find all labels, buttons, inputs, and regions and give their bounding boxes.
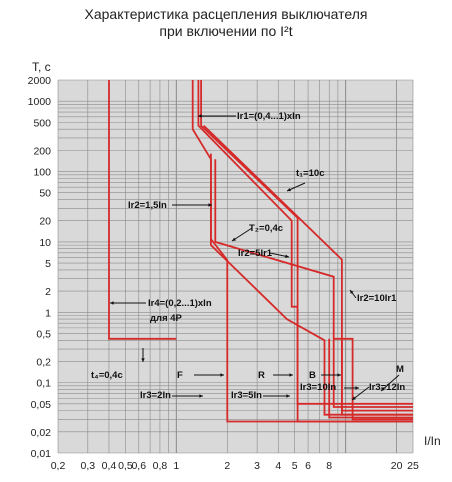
- x-tick-label: 0,8: [153, 460, 168, 472]
- annotation-label: Ir2=10Ir1: [357, 293, 397, 304]
- y-axis-label: T, с: [32, 60, 51, 74]
- arrow-head: [199, 394, 203, 398]
- curve-5: [209, 153, 413, 416]
- arrow-head: [220, 373, 224, 377]
- curve-10: [333, 337, 413, 421]
- annotation-label: Ir3=12In: [369, 382, 405, 393]
- tick-labels: 0,2 0,3 0,4 0,50,6 0,8 1 2 3 4 5 6 8 20 2520001000500…: [28, 75, 419, 472]
- x-tick-label: 3: [254, 460, 260, 472]
- y-tick-label: 100: [33, 167, 51, 179]
- annotation-label: Ir2=5Ir1: [238, 248, 273, 259]
- y-tick-label: 5: [45, 258, 51, 270]
- x-tick-label: 25: [407, 460, 419, 472]
- curve-7: [203, 124, 413, 412]
- grid: [57, 79, 414, 454]
- x-tick-label: 0,4: [102, 460, 117, 472]
- annotation-label: Ir1=(0,4...1)xIn: [237, 111, 301, 122]
- x-tick-label: 20: [391, 460, 403, 472]
- x-tick-label: 0,6: [131, 460, 146, 472]
- arrow-head: [287, 187, 291, 192]
- x-tick-label: 0,5: [118, 460, 133, 472]
- annotation-label: Ir3=10In: [300, 382, 336, 393]
- arrow-head: [381, 387, 385, 391]
- y-tick-label: 0,02: [31, 427, 52, 439]
- annotation-label: Ir3=2In: [140, 390, 171, 401]
- y-tick-label: 2: [45, 286, 51, 298]
- chart-title: Характеристика расцепления выключателя п…: [0, 6, 452, 40]
- arrow-head: [352, 396, 356, 400]
- y-tick-label: 50: [39, 188, 51, 200]
- arrow-head: [337, 373, 341, 377]
- arrow-head: [208, 203, 212, 207]
- curve-9: [340, 338, 413, 416]
- arrow-head: [286, 394, 290, 398]
- annotation-arrow: [380, 374, 400, 392]
- plot-background: [58, 80, 413, 453]
- annotation-label: Ir2=1,5In: [128, 200, 167, 211]
- y-tick-label: 10: [39, 237, 51, 249]
- annotation-label: B: [309, 370, 316, 381]
- x-tick-label: 8: [326, 460, 332, 472]
- chart-title-line-2: при включении по I²t: [159, 23, 293, 39]
- y-tick-label: 0,05: [31, 399, 52, 411]
- arrow-head: [355, 386, 359, 390]
- y-tick-label: 500: [33, 117, 51, 129]
- x-axis-label: I/In: [424, 434, 441, 448]
- arrow-head: [289, 373, 293, 377]
- y-tick-label: 1: [45, 307, 51, 319]
- arrow-head: [141, 358, 145, 362]
- annotation-label: t₄=0,4c: [91, 370, 123, 381]
- curve-6: [214, 159, 413, 408]
- curve-8: [328, 338, 413, 419]
- arrow-head: [285, 254, 289, 258]
- annotation-label: T₂=0,4c: [249, 223, 283, 234]
- y-tick-label: 0,01: [31, 448, 52, 460]
- annotation-label: M: [396, 364, 404, 375]
- annotation-label: R: [258, 370, 265, 381]
- chart-title-line-1: Характеристика расцепления выключателя: [84, 6, 368, 22]
- annotation-label: Ir4=(0,2...1)xIn: [148, 298, 212, 309]
- y-tick-label: 1000: [28, 96, 52, 108]
- curve-3: [197, 80, 413, 423]
- arrow-head: [232, 237, 236, 241]
- y-tick-label: 0,1: [36, 378, 51, 390]
- annotation-labels: Ir1=(0,4...1)xIn t₁=10c Ir2=1,5In T₂=0,4c Ir…: [91, 111, 405, 401]
- annotation-arrow: [231, 227, 253, 242]
- x-tick-label: 0,2: [51, 460, 66, 472]
- annotation-label: F: [177, 370, 183, 381]
- arrow-head: [198, 114, 202, 118]
- y-tick-label: 20: [39, 216, 51, 228]
- x-tick-label: 6: [305, 460, 311, 472]
- arrow-head: [110, 301, 114, 305]
- annotation-label: для 4P: [150, 313, 183, 324]
- y-tick-label: 0,2: [36, 356, 51, 368]
- x-tick-label: 2: [224, 460, 230, 472]
- y-tick-label: 0,5: [36, 328, 51, 340]
- x-tick-label: 4: [275, 460, 281, 472]
- y-tick-label: 2000: [28, 75, 52, 87]
- arrow-head: [350, 290, 354, 294]
- curves: [108, 80, 413, 423]
- x-tick-label: 1: [173, 460, 179, 472]
- annotation-label: t₁=10c: [296, 168, 325, 179]
- x-tick-label: 0,3: [81, 460, 96, 472]
- annotation-arrows: [110, 114, 400, 401]
- x-tick-label: 5: [292, 460, 298, 472]
- y-tick-label: 200: [33, 145, 51, 157]
- curve-1: [108, 80, 177, 340]
- annotation-label: Ir3=5In: [231, 390, 262, 401]
